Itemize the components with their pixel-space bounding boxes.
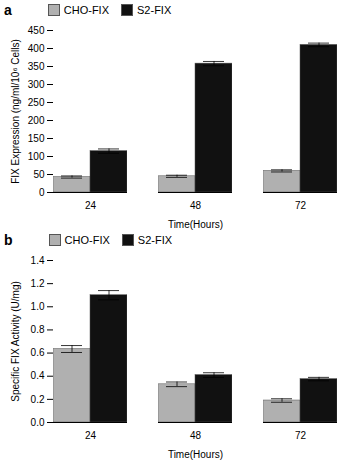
svg-text:Time(Hours): Time(Hours) (168, 219, 223, 230)
svg-text:350: 350 (28, 61, 45, 72)
html-text:S2-FIX: S2-FIX (137, 234, 172, 246)
svg-text:100: 100 (28, 151, 45, 162)
svg-text:72: 72 (295, 200, 307, 211)
svg-text:0.2: 0.2 (31, 394, 45, 405)
svg-text:150: 150 (28, 133, 45, 144)
svg-text:0.0: 0.0 (31, 417, 45, 428)
svg-text:48: 48 (190, 430, 202, 441)
svg-text:1.0: 1.0 (31, 301, 45, 312)
svg-text:1.2: 1.2 (31, 278, 45, 289)
svg-text:72: 72 (295, 430, 307, 441)
svg-text:50: 50 (33, 169, 45, 180)
html-text:S2-FIX: S2-FIX (137, 4, 172, 16)
svg-text:250: 250 (28, 97, 45, 108)
svg-text:48: 48 (190, 200, 202, 211)
svg-text:1.4: 1.4 (31, 255, 45, 266)
svg-text:0: 0 (39, 187, 45, 198)
svg-text:24: 24 (85, 430, 97, 441)
svg-text:0.6: 0.6 (31, 347, 45, 358)
html-text:CHO-FIX: CHO-FIX (64, 234, 110, 246)
svg-text:200: 200 (28, 115, 45, 126)
html-text:CHO-FIX: CHO-FIX (63, 4, 109, 16)
svg-text:300: 300 (28, 79, 45, 90)
svg-text:0.8: 0.8 (31, 324, 45, 335)
html-text:b: b (4, 232, 13, 248)
svg-text:450: 450 (28, 25, 45, 36)
svg-text:24: 24 (85, 200, 97, 211)
svg-text:400: 400 (28, 43, 45, 54)
svg-text:Specific FIX Activity (U/mg): Specific FIX Activity (U/mg) (10, 281, 21, 402)
html-text:a: a (4, 2, 12, 18)
svg-text:Time(Hours): Time(Hours) (168, 449, 223, 460)
svg-text:0.4: 0.4 (31, 370, 45, 381)
svg-text:FIX Expression (ng/ml/10⁶ Cell: FIX Expression (ng/ml/10⁶ Cells) (10, 39, 21, 184)
